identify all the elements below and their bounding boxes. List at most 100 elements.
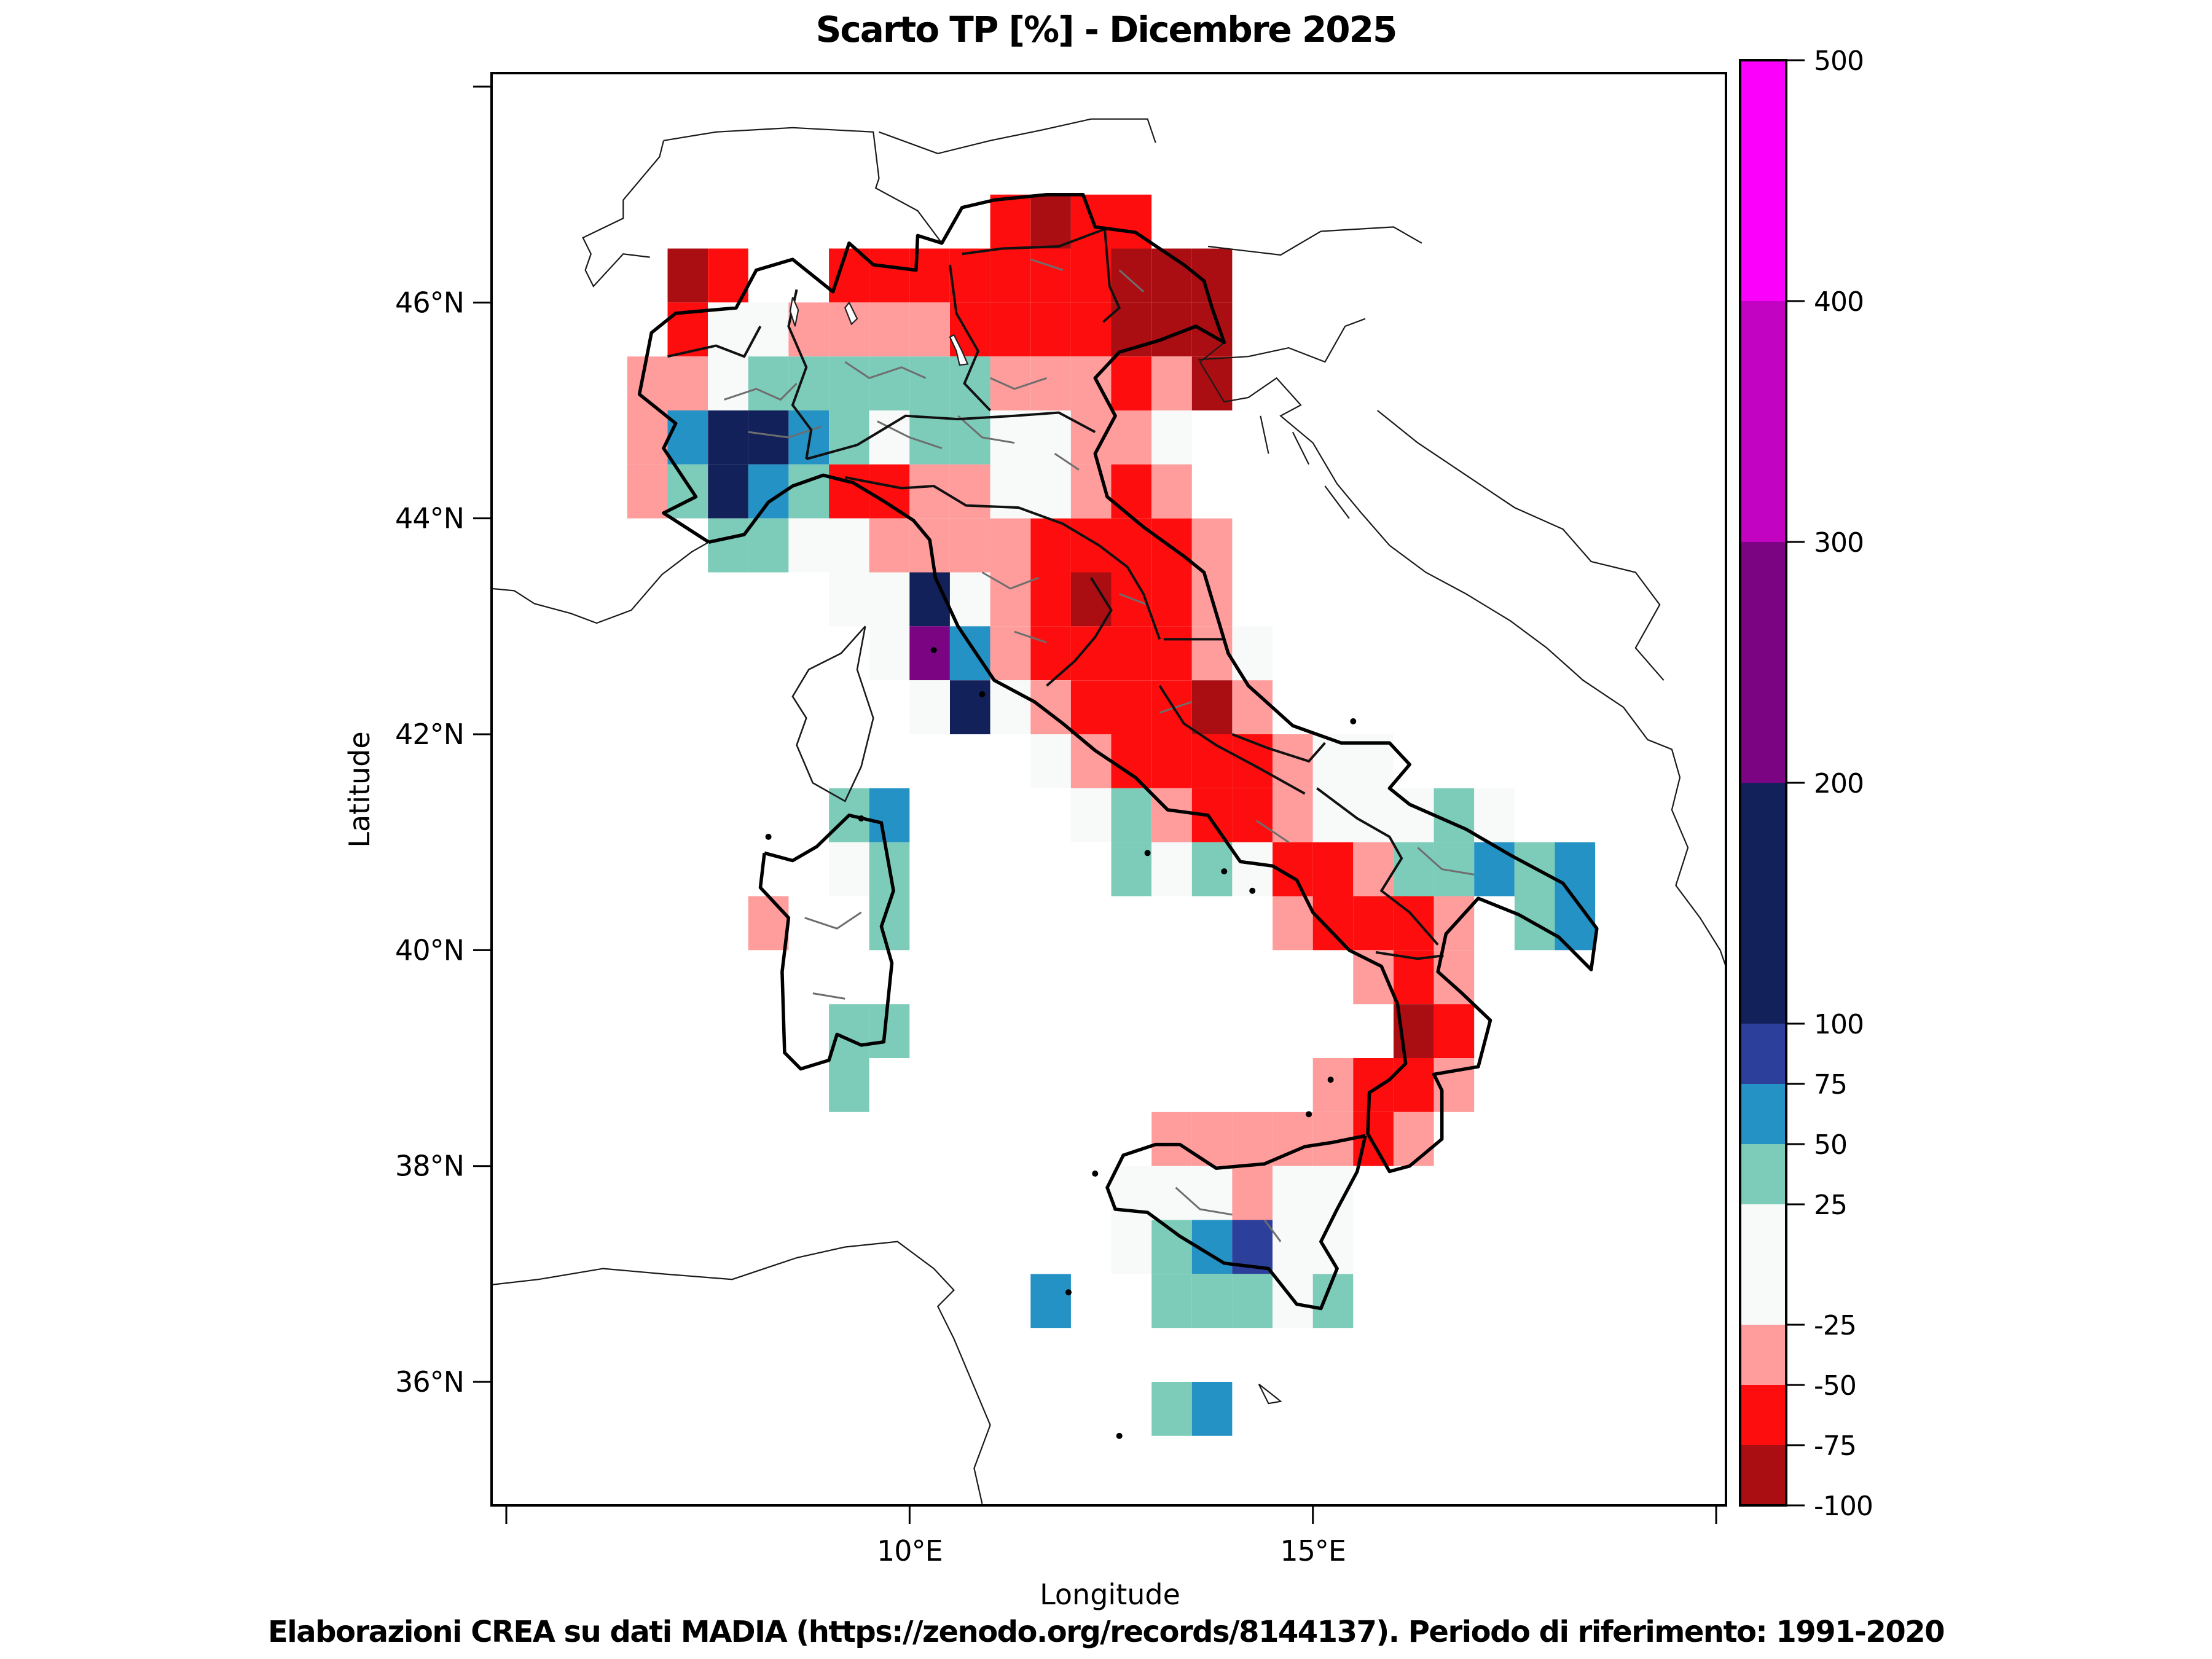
foreign-coastline: [663, 127, 943, 244]
grid-cell: [1111, 680, 1152, 734]
province-border: [1417, 847, 1475, 876]
grid-cell: [990, 248, 1031, 303]
sardinia-coastline: [758, 814, 895, 1071]
lake-outline: [949, 334, 969, 366]
grid-cell: [1555, 896, 1596, 951]
grid-cell: [1151, 356, 1192, 410]
region-border: [1102, 229, 1121, 323]
province-border: [989, 377, 1047, 390]
grid-cell: [1353, 1058, 1394, 1112]
footer-credit: Elaborazioni CREA su dati MADIA (https:/…: [267, 1615, 1945, 1649]
grid-cell: [1111, 842, 1152, 896]
foreign-coastline: [1324, 485, 1350, 519]
province-border: [812, 992, 845, 1000]
colorbar-tick-label: 500: [1814, 45, 1864, 77]
grid-cell: [950, 356, 990, 410]
colorbar-segment: [1740, 542, 1786, 783]
grid-cell: [1312, 1058, 1354, 1112]
grid-cell: [990, 302, 1031, 357]
grid-cell: [1030, 518, 1071, 573]
grid-cell: [829, 248, 869, 303]
grid-cell: [1030, 248, 1071, 303]
grid-cell: [1070, 248, 1112, 303]
grid-cell: [708, 518, 748, 573]
colorbar-tick-label: 100: [1814, 1009, 1864, 1040]
province-border: [1054, 453, 1080, 471]
grid-cell: [1394, 842, 1434, 896]
province-border: [1119, 593, 1148, 606]
chart-title: Scarto TP [%] - Dicembre 2025: [815, 9, 1398, 50]
grid-cell: [909, 680, 950, 734]
province-border: [723, 383, 798, 401]
grid-cell: [1232, 788, 1273, 842]
grid-cell: [1030, 1274, 1071, 1328]
x-axis-title: Longitude: [1040, 1578, 1180, 1611]
grid-cell: [1070, 302, 1112, 357]
grid-cell: [627, 464, 668, 519]
grid-cell: [950, 518, 990, 573]
foreign-coastline: [492, 541, 710, 624]
grid-cell: [1151, 1166, 1192, 1220]
grid-cell: [1151, 1382, 1192, 1436]
province-border: [1255, 820, 1290, 843]
grid-cell: [748, 896, 789, 951]
grid-cell: [1151, 1112, 1192, 1166]
colorbar-segment: [1740, 301, 1786, 542]
grid-cell: [1151, 734, 1192, 788]
colorbar-tick-label: 200: [1814, 768, 1864, 799]
province-border: [981, 571, 1039, 590]
grid-cell: [1111, 248, 1152, 303]
colorbar-tick-label: 25: [1814, 1190, 1847, 1221]
grid-cell: [708, 464, 748, 519]
map-grid-cells: [627, 194, 1596, 1436]
grid-cell: [1191, 626, 1233, 681]
province-border: [844, 361, 927, 379]
grid-cell: [869, 356, 910, 410]
grid-cell: [1433, 788, 1475, 842]
grid-cell: [829, 572, 869, 627]
grid-cell: [1312, 842, 1354, 896]
colorbar-tick-label: -50: [1814, 1370, 1856, 1402]
grid-cell: [950, 626, 990, 681]
grid-cell: [869, 248, 910, 303]
grid-cell: [1474, 788, 1515, 842]
colorbar-tick-label: 50: [1814, 1129, 1847, 1161]
small-island: [1092, 1171, 1099, 1177]
grid-cell: [1030, 302, 1071, 357]
grid-cell: [869, 302, 910, 357]
province-border: [1030, 258, 1064, 272]
grid-cell: [1232, 1112, 1273, 1166]
grid-cell: [1030, 194, 1071, 249]
grid-cell: [1232, 842, 1273, 896]
grid-cell: [1070, 518, 1112, 573]
grid-cell: [1273, 1220, 1313, 1274]
region-border: [667, 326, 762, 358]
colorbar-tick-label: 75: [1814, 1069, 1847, 1100]
small-island: [1327, 1077, 1334, 1083]
grid-cell: [1030, 572, 1071, 627]
grid-cell: [1151, 1220, 1192, 1274]
grid-cell: [909, 626, 950, 681]
grid-cell: [829, 464, 869, 519]
province-border: [1014, 630, 1047, 644]
grid-cell: [1030, 356, 1071, 410]
foreign-coastline: [1260, 415, 1269, 454]
y-tick-label: 44°N: [395, 502, 464, 535]
axis-ticks: 10°E 15°E 46°N 44°N 42°N 40°N 38°N 36°N: [395, 85, 1717, 1567]
grid-cell: [1353, 842, 1394, 896]
region-border: [1098, 544, 1161, 640]
x-tick-label: 10°E: [877, 1534, 943, 1567]
colorbar-segment: [1740, 1325, 1786, 1385]
grid-cell: [909, 572, 950, 627]
grid-cell: [1232, 1274, 1273, 1328]
grid-cell: [869, 410, 910, 465]
grid-cell: [1353, 788, 1394, 842]
grid-cell: [950, 248, 990, 303]
grid-cell: [950, 572, 990, 627]
grid-cell: [1191, 518, 1233, 573]
grid-cell: [1191, 1382, 1233, 1436]
grid-cell: [990, 410, 1031, 465]
lake-outline: [844, 302, 858, 326]
small-island: [979, 691, 986, 697]
grid-cell: [869, 626, 910, 681]
